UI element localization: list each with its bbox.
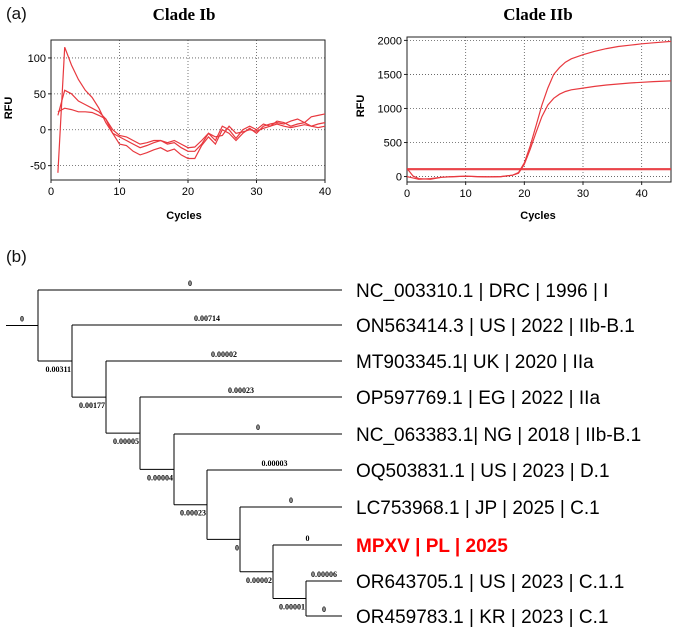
series-line-2 (57, 89, 325, 152)
branch-length-label: 0.00004 (147, 473, 173, 482)
chart-clade-ib: Clade Ib Cycles RFU 0 10 20 30 40 -50 0 50 100 (3, 5, 331, 222)
y-axis-label: RFU (355, 95, 367, 118)
x-tick-label: 20 (518, 188, 530, 200)
leaf-label: MT903345.1| UK | 2020 | IIa (356, 352, 594, 373)
branch-length-label: 0.00023 (180, 509, 206, 518)
panel-a-label: (a) (6, 4, 27, 23)
y-tick-label: -50 (30, 161, 46, 173)
x-tick-label: 0 (404, 188, 410, 200)
x-tick-label: 20 (182, 186, 194, 198)
x-tick-label: 10 (113, 186, 125, 198)
leaf-label: OR459783.1 | KR | 2023 | C.1 (356, 607, 608, 628)
leaf-branch-length: 0.00003 (262, 459, 288, 468)
leaf-label: ON563414.3 | US | 2022 | IIb-B.1 (356, 316, 635, 337)
x-tick-label: 30 (250, 186, 262, 198)
series-line-1 (57, 46, 325, 173)
y-axis-label: RFU (3, 97, 15, 120)
leaf-label: LC753968.1 | JP | 2025 | C.1 (356, 498, 600, 519)
panel-b-label: (b) (6, 247, 27, 266)
x-tick-label: 0 (48, 186, 54, 198)
series-line-3 (57, 107, 325, 149)
y-tick-label: 0 (396, 172, 402, 184)
y-tick-label: 100 (28, 53, 46, 65)
branch-length-label: 0.00001 (279, 603, 305, 612)
branch-length-label: 0.00002 (246, 576, 272, 585)
y-tick-label: 500 (384, 138, 402, 150)
x-tick-label: 40 (636, 188, 648, 200)
leaf-label: NC_063383.1| NG | 2018 | IIb-B.1 (356, 425, 641, 446)
leaf-label: OR643705.1 | US | 2023 | C.1.1 (356, 572, 624, 593)
branch-length-label: 0.00177 (79, 401, 105, 410)
leaf-branch-length: 0.00006 (311, 570, 337, 579)
chart-clade-iib: Clade IIb Cycles RFU 0 10 20 30 40 0 500 1000 15… (355, 5, 672, 222)
series-line-2 (407, 80, 671, 180)
y-tick-label: 50 (34, 89, 46, 101)
branch-length-label: 0.00311 (45, 365, 71, 374)
leaf-branch-length: 0 (188, 279, 192, 288)
leaf-label: OQ503831.1 | US | 2023 | D.1 (356, 461, 610, 482)
chart-title: Clade Ib (153, 5, 216, 24)
series-line-1 (407, 40, 671, 180)
leaf-label: NC_003310.1 | DRC | 1996 | I (356, 281, 608, 302)
leaf-branch-length: 0 (306, 534, 310, 543)
chart-title: Clade IIb (503, 5, 572, 24)
x-axis-label: Cycles (166, 210, 201, 222)
y-tick-label: 1000 (378, 103, 402, 115)
y-tick-label: 1500 (378, 69, 402, 81)
x-axis-label: Cycles (520, 210, 555, 222)
leaf-branch-length: 0.00023 (228, 386, 254, 395)
branch-length-label: 0.00005 (113, 437, 139, 446)
leaf-label: OP597769.1 | EG | 2022 | IIa (356, 388, 600, 409)
leaf-label: MPXV | PL | 2025 (356, 536, 508, 557)
x-tick-label: 10 (460, 188, 472, 200)
root-branch-label: 0 (20, 315, 24, 324)
branch-length-label: 0 (235, 543, 239, 552)
phylogenetic-tree: 0.00311 0.00177 0.00005 0.00004 0.00023 0 0.00… (6, 279, 641, 628)
leaf-branch-length: 0 (256, 423, 260, 432)
leaf-branch-length: 0 (322, 605, 326, 614)
leaf-branch-length: 0 (289, 496, 293, 505)
leaf-branch-length: 0.00714 (194, 314, 220, 323)
plot-frame (406, 36, 672, 183)
y-tick-label: 0 (40, 125, 46, 137)
x-tick-label: 30 (577, 188, 589, 200)
leaf-branch-length: 0.00002 (211, 350, 237, 359)
x-tick-label: 40 (319, 186, 331, 198)
y-tick-label: 2000 (378, 35, 402, 47)
